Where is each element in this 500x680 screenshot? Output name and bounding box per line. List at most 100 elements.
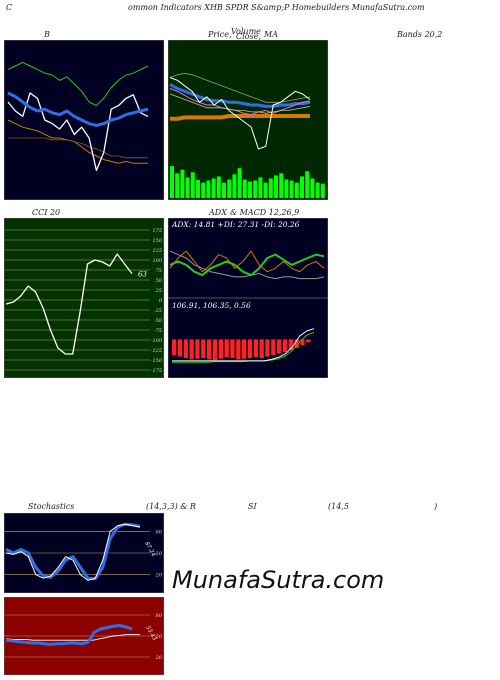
macd-histogram-bar	[277, 339, 282, 354]
volume-bar	[180, 169, 185, 198]
bollinger-series-0	[7, 61, 149, 107]
macd-histogram-bar	[172, 339, 177, 356]
volume-bar	[320, 183, 325, 198]
volume-bar	[196, 180, 200, 198]
watermark: MunafaSutra.com	[172, 566, 385, 594]
stoch-label-rsi: SI	[248, 502, 257, 511]
rsi-line	[5, 624, 133, 646]
macd-histogram-bar	[253, 339, 258, 358]
stoch-tick-label: 80	[156, 529, 163, 535]
macd-readout: 106.91, 106.35, 0.56	[172, 301, 251, 310]
cci-background	[4, 218, 164, 378]
bollinger-ma-line	[7, 91, 149, 127]
price-ma-5	[169, 73, 311, 103]
macd-histogram-bar	[230, 339, 235, 358]
price-ma-mid	[169, 83, 311, 108]
macd-histogram-bar	[201, 339, 206, 358]
adx-label-mid: & MACD 12,26,9	[230, 208, 300, 217]
stoch-label-close: )	[434, 502, 438, 511]
rsi-tick-label: 20	[155, 655, 163, 661]
plus-di-line	[169, 253, 325, 277]
bollinger-series-3	[8, 137, 148, 159]
volume-bar	[253, 180, 258, 198]
bollinger-series-4	[7, 92, 149, 172]
cci-tick-label: -175	[151, 368, 162, 374]
price-ma-long	[170, 114, 310, 121]
stoch-d-line	[5, 522, 141, 581]
volume-bar	[185, 177, 190, 198]
volume-bar	[242, 179, 247, 198]
volume-bar	[248, 181, 252, 198]
cci-tick-label: 100	[152, 258, 162, 264]
volume-bar	[227, 179, 232, 198]
macd-histogram-bar	[218, 339, 223, 359]
price-ma-short	[169, 88, 311, 116]
stoch-tick-label: 20	[155, 573, 163, 579]
cci-line	[5, 253, 133, 355]
header-left-letter: C	[6, 3, 13, 12]
macd-histogram-bar	[288, 339, 293, 351]
cci-tick-label: -125	[151, 348, 162, 354]
volume-bar	[201, 182, 206, 198]
rsi-tick-label: 50	[156, 634, 163, 640]
page-title: ommon Indicators XHB SPDR S&amp;P Homebu…	[128, 3, 425, 12]
price-close-line	[169, 77, 311, 150]
macd-background	[168, 297, 328, 378]
price-label-right: MA	[264, 30, 278, 39]
macd-histogram-bar	[300, 339, 305, 346]
cci-tick-label: -50	[154, 318, 163, 324]
macd-histogram-bar	[224, 339, 229, 358]
volume-bar	[237, 168, 242, 198]
cci-tick-label: -25	[154, 308, 162, 314]
macd-histogram-bar	[282, 339, 288, 353]
adx-line	[169, 250, 325, 280]
macd-histogram-bar	[236, 339, 241, 360]
bollinger-bands-chart	[4, 40, 164, 200]
volume-bar	[222, 182, 226, 198]
minus-di-line	[169, 250, 325, 273]
cci-tick-label: -100	[151, 338, 163, 344]
stoch-label-left: Stochastics	[28, 502, 75, 511]
price-volume-ma-chart	[168, 40, 328, 200]
macd-histogram-bar	[177, 339, 183, 357]
bollinger-series-2	[7, 119, 148, 164]
volume-bar	[206, 180, 211, 198]
macd-histogram-bar	[195, 339, 200, 359]
volume-bar	[305, 171, 310, 198]
cci-chart: 175 150 125 100 75 50 25 0 -25 -50 -75 -100 -125 -150…	[4, 218, 164, 378]
adx-macd-chart: ADX: 14.81 +DI: 27.31 -DI: 20.26 106.91,…	[168, 218, 328, 378]
macd-histogram-bar	[306, 339, 311, 343]
macd-histogram-bar	[189, 339, 194, 360]
bands-label-right: Bands 20,2	[397, 30, 443, 39]
stoch-tick-label: 50	[156, 551, 163, 557]
stoch-k-line	[5, 523, 141, 581]
volume-bar	[294, 182, 299, 198]
adx-readout: ADX: 14.81 +DI: 27.31 -DI: 20.26	[171, 220, 300, 229]
macd-histogram-bar	[294, 339, 299, 348]
macd-histogram-bar	[183, 339, 188, 358]
rsi-ma-line	[5, 634, 140, 641]
volume-bar	[258, 177, 263, 198]
rsi-tick-label: 80	[156, 613, 163, 619]
cci-tick-label: 150	[152, 238, 162, 244]
volume-bar	[315, 182, 320, 198]
stoch-label-rsi-param: (14,5	[328, 502, 349, 511]
cci-tick-label: 75	[156, 268, 162, 274]
macd-histogram-bar	[265, 339, 270, 357]
stoch-label-mid: (14,3,3) & R	[146, 502, 196, 511]
cci-tick-label: 50	[156, 278, 163, 284]
volume-bar	[232, 174, 237, 198]
cci-tick-label: 25	[155, 288, 162, 294]
macd-histogram-bar	[259, 339, 264, 358]
volume-bar	[190, 172, 195, 198]
price-label-left: Price,	[208, 30, 232, 39]
volume-bar	[310, 178, 315, 198]
volume-bar	[263, 182, 268, 198]
volume-bar	[211, 178, 216, 198]
cci-tick-label: -150	[151, 358, 163, 364]
macd-histogram-bar	[247, 339, 253, 358]
macd-line	[172, 328, 315, 362]
cci-label: CCI 20	[32, 208, 61, 217]
cci-last-label: 63	[138, 271, 147, 279]
